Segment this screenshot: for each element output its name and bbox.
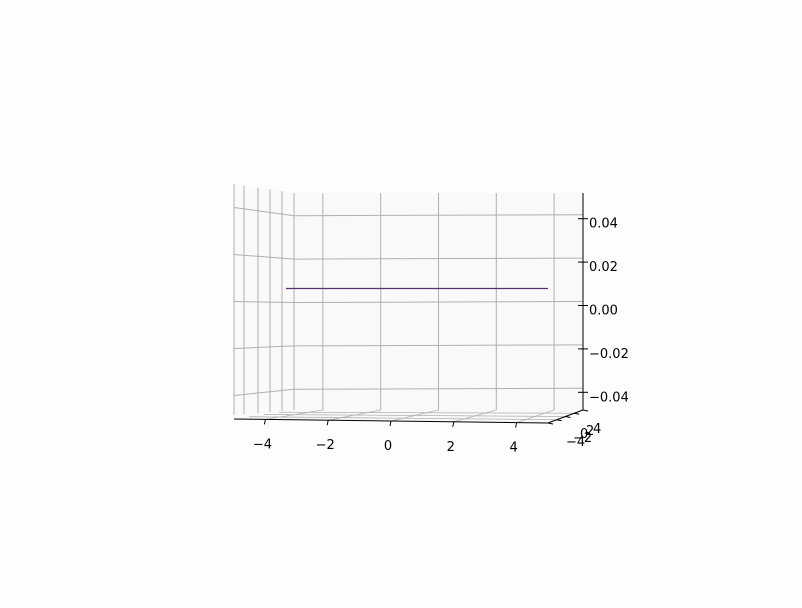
y-tick-label: 0 bbox=[580, 427, 588, 442]
z-tick-label: −0.04 bbox=[589, 390, 629, 405]
y-tick-mark bbox=[547, 422, 554, 425]
side-gridline-horizontal bbox=[233, 388, 295, 396]
back-gridline-horizontal bbox=[293, 257, 584, 260]
x-tick-label: 4 bbox=[509, 441, 517, 456]
y-tick-mark bbox=[582, 409, 589, 412]
x-tick-label: −2 bbox=[316, 438, 335, 453]
x-tick-label: 0 bbox=[384, 439, 392, 454]
x-tick-mark bbox=[515, 422, 518, 428]
back-gridline-horizontal bbox=[293, 387, 584, 390]
x-tick-label: 2 bbox=[447, 440, 455, 455]
y-tick-label: −4 bbox=[566, 435, 585, 450]
y-tick-mark bbox=[565, 416, 571, 418]
chart-gridlines bbox=[233, 184, 584, 423]
y-tick-label: 4 bbox=[593, 422, 601, 437]
x-tick-mark bbox=[326, 420, 329, 426]
side-gridline-horizontal bbox=[233, 254, 295, 260]
x-tick-label: −4 bbox=[253, 437, 272, 452]
floor-gridline bbox=[278, 411, 575, 414]
y-tick-label: −2 bbox=[573, 431, 592, 446]
y-tick-mark bbox=[574, 412, 580, 415]
floor-gridline bbox=[248, 416, 557, 421]
side-gridline-horizontal bbox=[233, 345, 295, 349]
y-tick-label: 2 bbox=[586, 424, 594, 439]
z-tick-label: 0.00 bbox=[589, 304, 618, 319]
z-tick-label: 0.04 bbox=[589, 217, 618, 232]
side-gridline-horizontal bbox=[233, 207, 295, 217]
x-tick-mark bbox=[452, 421, 455, 427]
x-tick-mark bbox=[263, 419, 266, 425]
z-tick-label: 0.02 bbox=[589, 260, 618, 275]
chart-panes bbox=[234, 184, 583, 423]
z-tick-label: −0.02 bbox=[589, 347, 629, 362]
back-gridline-horizontal bbox=[293, 344, 584, 347]
floor-gridline bbox=[263, 414, 566, 417]
x-tick-mark bbox=[389, 420, 392, 427]
back-gridline-horizontal bbox=[293, 214, 584, 217]
y-tick-mark bbox=[556, 419, 562, 422]
side-gridline-horizontal bbox=[233, 301, 295, 303]
back-gridline-horizontal bbox=[293, 301, 584, 303]
